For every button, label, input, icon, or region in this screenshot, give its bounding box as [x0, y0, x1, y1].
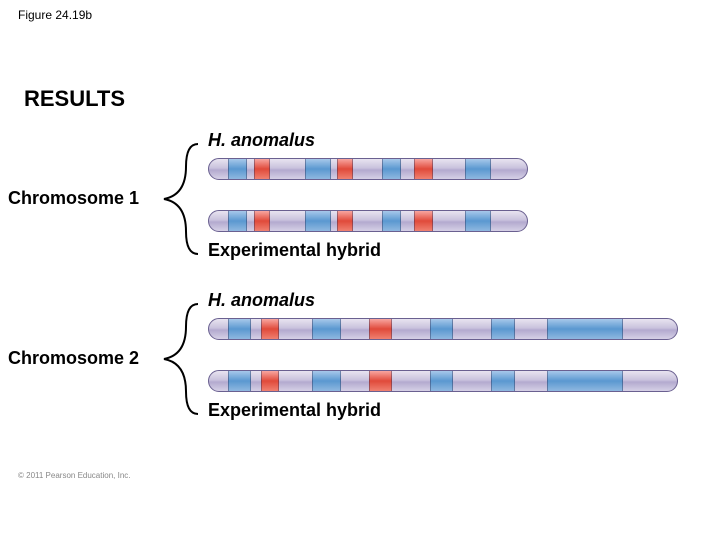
chromosome-band	[228, 319, 252, 339]
chromosome-band	[228, 159, 247, 179]
chromosome-band	[305, 211, 331, 231]
chromosome-band	[414, 211, 433, 231]
chromosome-1-row-1	[208, 158, 528, 180]
chromosome-group-label: Chromosome 1	[8, 188, 139, 209]
chromosome-band	[430, 371, 454, 391]
copyright-text: © 2011 Pearson Education, Inc.	[18, 471, 130, 480]
chromosome-group-label: Chromosome 2	[8, 348, 139, 369]
chromosome-1-row-2	[208, 210, 528, 232]
chromosome-band	[312, 371, 340, 391]
chromosome-band	[261, 371, 280, 391]
chromosome-row-label: H. anomalus	[208, 130, 315, 151]
chromosome-band	[465, 211, 491, 231]
figure-number: Figure 24.19b	[18, 8, 92, 22]
chromosome-band	[228, 211, 247, 231]
page: { "figure_number": "Figure 24.19b", "res…	[0, 0, 720, 540]
results-heading: RESULTS	[24, 86, 125, 112]
chromosome-row-label: H. anomalus	[208, 290, 315, 311]
chromosome-band	[369, 371, 393, 391]
chromosome-band	[312, 319, 340, 339]
chromosome-2-row-1	[208, 318, 678, 340]
chromosome-band	[261, 319, 280, 339]
chromosome-band	[382, 211, 401, 231]
chromosome-row-label: Experimental hybrid	[208, 240, 381, 261]
chromosome-band	[491, 319, 515, 339]
chromosome-band	[382, 159, 401, 179]
chromosome-band	[547, 371, 622, 391]
chromosome-band	[430, 319, 454, 339]
chromosome-row-label: Experimental hybrid	[208, 400, 381, 421]
chromosome-band	[254, 159, 270, 179]
chromosome-2-row-2	[208, 370, 678, 392]
chromosome-band	[337, 211, 353, 231]
chromosome-band	[491, 371, 515, 391]
chromosome-band	[337, 159, 353, 179]
chromosome-band	[305, 159, 331, 179]
chromosome-band	[369, 319, 393, 339]
chromosome-band	[228, 371, 252, 391]
chromosome-band	[414, 159, 433, 179]
chromosome-band	[465, 159, 491, 179]
brace-icon	[160, 140, 200, 258]
chromosome-band	[254, 211, 270, 231]
brace-icon	[160, 300, 200, 418]
chromosome-band	[547, 319, 622, 339]
